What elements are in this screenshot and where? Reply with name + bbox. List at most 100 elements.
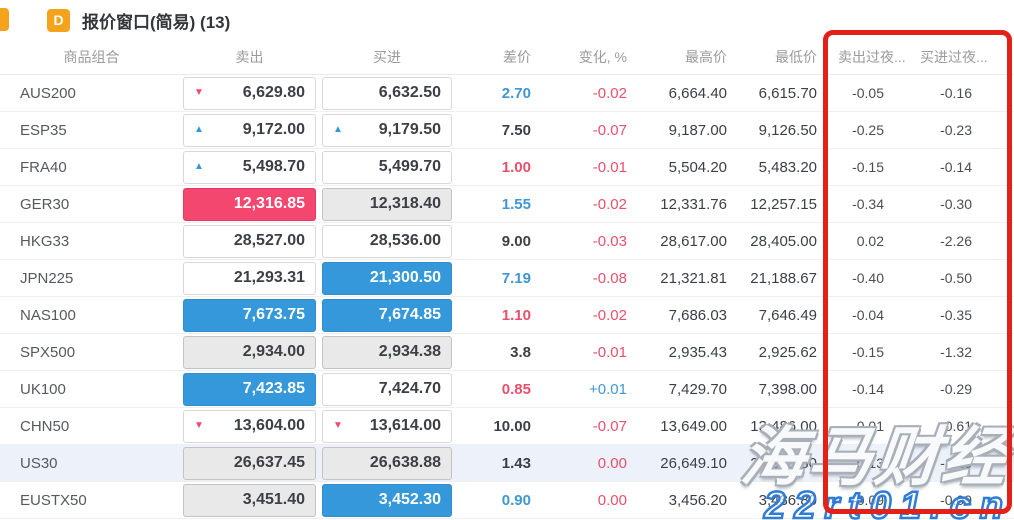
sell-price-button[interactable]: 26,637.45 xyxy=(183,446,316,480)
spread-value: 2.70 xyxy=(501,84,531,102)
low-price-value: 13,486.00 xyxy=(750,417,817,435)
spread-value: 1.43 xyxy=(501,454,531,472)
product-name: SPX500 xyxy=(20,343,76,361)
table-row[interactable]: AUS200 ▼ 6,629.80 6,632.50 2.70 -0.02 6,… xyxy=(0,75,1014,112)
table-row[interactable]: ESP35 ▲ 9,172.00 ▲ 9,179.50 7.50 -0.07 9… xyxy=(0,112,1014,149)
table-row[interactable]: JPN225 21,293.31 21,300.50 7.19 -0.08 21… xyxy=(0,260,1014,297)
spread-value: 9.00 xyxy=(501,232,531,250)
sell-price-button[interactable]: 28,527.00 xyxy=(183,224,316,258)
change-percent-value: -0.08 xyxy=(592,269,627,287)
quote-table: AUS200 ▼ 6,629.80 6,632.50 2.70 -0.02 6,… xyxy=(0,75,1014,519)
buy-price-button[interactable]: 5,499.70 xyxy=(322,150,452,184)
low-price-value: 3,436.80 xyxy=(758,491,817,509)
product-name: CHN50 xyxy=(20,417,70,435)
buy-overnight-value: -0.50 xyxy=(940,270,972,286)
sell-price-button[interactable]: 3,451.40 xyxy=(183,483,316,517)
buy-price-button[interactable]: 6,632.50 xyxy=(322,76,452,110)
change-percent-value: -0.02 xyxy=(592,306,627,324)
col-header-sell-overnight[interactable]: 卖出过夜... xyxy=(838,49,906,65)
table-header: 商品组合 卖出 买进 差价 变化, % 最高价 最低价 卖出过夜... 买进过夜… xyxy=(0,40,1014,75)
col-header-spread[interactable]: 差价 xyxy=(503,49,531,65)
sell-price-button[interactable]: ▲ 9,172.00 xyxy=(183,113,316,147)
sell-price-button[interactable]: 2,934.00 xyxy=(183,335,316,369)
table-row[interactable]: NAS100 7,673.75 7,674.85 1.10 -0.02 7,68… xyxy=(0,297,1014,334)
spread-value: 0.90 xyxy=(501,491,531,509)
table-row[interactable]: HKG33 28,527.00 28,536.00 9.00 -0.03 28,… xyxy=(0,223,1014,260)
sell-price-button[interactable]: 12,316.85 xyxy=(183,187,316,221)
buy-price-button[interactable]: ▼ 13,614.00 xyxy=(322,409,452,443)
spread-value: 3.8 xyxy=(510,343,531,361)
buy-price-button[interactable]: 28,536.00 xyxy=(322,224,452,258)
table-row[interactable]: FRA40 ▲ 5,498.70 5,499.70 1.00 -0.01 5,5… xyxy=(0,149,1014,186)
down-arrow-icon: ▼ xyxy=(194,420,204,431)
high-price-value: 26,649.10 xyxy=(660,454,727,472)
buy-price-value: 26,638.88 xyxy=(369,454,441,471)
buy-price-button[interactable]: 21,300.50 xyxy=(322,261,452,295)
col-header-buy-overnight[interactable]: 买进过夜... xyxy=(920,49,988,65)
buy-price-button[interactable]: 7,674.85 xyxy=(322,298,452,332)
col-header-high[interactable]: 最高价 xyxy=(685,49,727,65)
table-row[interactable]: SPX500 2,934.00 2,934.38 3.8 -0.01 2,935… xyxy=(0,334,1014,371)
col-header-change[interactable]: 变化, % xyxy=(578,49,627,65)
sell-price-button[interactable]: ▼ 13,604.00 xyxy=(183,409,316,443)
low-price-value: 21,188.67 xyxy=(750,269,817,287)
sell-price-value: 5,498.70 xyxy=(242,158,305,175)
change-percent-value: -0.07 xyxy=(592,417,627,435)
table-row[interactable]: US30 26,637.45 26,638.88 1.43 0.00 26,64… xyxy=(0,445,1014,482)
buy-price-button[interactable]: 3,452.30 xyxy=(322,483,452,517)
col-header-product[interactable]: 商品组合 xyxy=(63,49,120,65)
high-price-value: 12,331.76 xyxy=(660,195,727,213)
table-row[interactable]: UK100 7,423.85 7,424.70 0.85 +0.01 7,429… xyxy=(0,371,1014,408)
sell-overnight-value: -0.05 xyxy=(852,85,884,101)
buy-price-button[interactable]: ▲ 9,179.50 xyxy=(322,113,452,147)
product-name: US30 xyxy=(20,454,58,472)
sell-price-value: 21,293.31 xyxy=(233,269,305,286)
sell-overnight-value: -0.09 xyxy=(852,492,884,508)
col-header-sell[interactable]: 卖出 xyxy=(235,49,264,65)
sell-price-button[interactable]: 7,423.85 xyxy=(183,372,316,406)
sell-price-button[interactable]: ▲ 5,498.70 xyxy=(183,150,316,184)
up-arrow-icon: ▲ xyxy=(194,161,204,172)
spread-value: 7.50 xyxy=(501,121,531,139)
buy-overnight-value: -0.09 xyxy=(940,492,972,508)
sell-overnight-value: -0.40 xyxy=(852,270,884,286)
sell-price-value: 3,451.40 xyxy=(242,491,305,508)
high-price-value: 2,935.43 xyxy=(668,343,727,361)
buy-price-button[interactable]: 12,318.40 xyxy=(322,187,452,221)
change-percent-value: -0.01 xyxy=(592,158,627,176)
buy-price-value: 7,674.85 xyxy=(378,306,441,323)
high-price-value: 21,321.81 xyxy=(660,269,727,287)
sell-price-value: 6,629.80 xyxy=(242,84,305,101)
high-price-value: 9,187.00 xyxy=(668,121,727,139)
col-header-buy[interactable]: 买进 xyxy=(373,49,401,65)
product-name: NAS100 xyxy=(20,306,76,324)
product-name: FRA40 xyxy=(20,158,67,176)
change-percent-value: +0.01 xyxy=(589,380,627,398)
window-title: 报价窗口(简易) (13) xyxy=(82,12,231,32)
high-price-value: 13,649.00 xyxy=(660,417,727,435)
high-price-value: 7,429.70 xyxy=(668,380,727,398)
col-header-low[interactable]: 最低价 xyxy=(775,49,817,65)
low-price-value: 7,398.00 xyxy=(758,380,817,398)
buy-overnight-value: -0.23 xyxy=(940,122,972,138)
table-row[interactable]: CHN50 ▼ 13,604.00 ▼ 13,614.00 10.00 -0.0… xyxy=(0,408,1014,445)
table-row[interactable]: GER30 12,316.85 12,318.40 1.55 -0.02 12,… xyxy=(0,186,1014,223)
low-price-value: 26,553.80 xyxy=(750,454,817,472)
spread-value: 7.19 xyxy=(501,269,531,287)
product-name: HKG33 xyxy=(20,232,70,250)
buy-price-button[interactable]: 2,934.38 xyxy=(322,335,452,369)
sell-price-button[interactable]: 21,293.31 xyxy=(183,261,316,295)
sell-overnight-value: -0.04 xyxy=(852,307,884,323)
window-edge-icon xyxy=(0,8,9,31)
low-price-value: 6,615.70 xyxy=(758,84,817,102)
buy-price-button[interactable]: 7,424.70 xyxy=(322,372,452,406)
sell-price-button[interactable]: 7,673.75 xyxy=(183,298,316,332)
table-row[interactable]: EUSTX50 3,451.40 3,452.30 0.90 0.00 3,45… xyxy=(0,482,1014,519)
up-arrow-icon: ▲ xyxy=(333,124,343,135)
change-percent-value: -0.07 xyxy=(592,121,627,139)
buy-price-button[interactable]: 26,638.88 xyxy=(322,446,452,480)
sell-price-value: 12,316.85 xyxy=(233,195,305,212)
sell-overnight-value: -0.15 xyxy=(852,344,884,360)
sell-price-button[interactable]: ▼ 6,629.80 xyxy=(183,76,316,110)
high-price-value: 3,456.20 xyxy=(668,491,727,509)
